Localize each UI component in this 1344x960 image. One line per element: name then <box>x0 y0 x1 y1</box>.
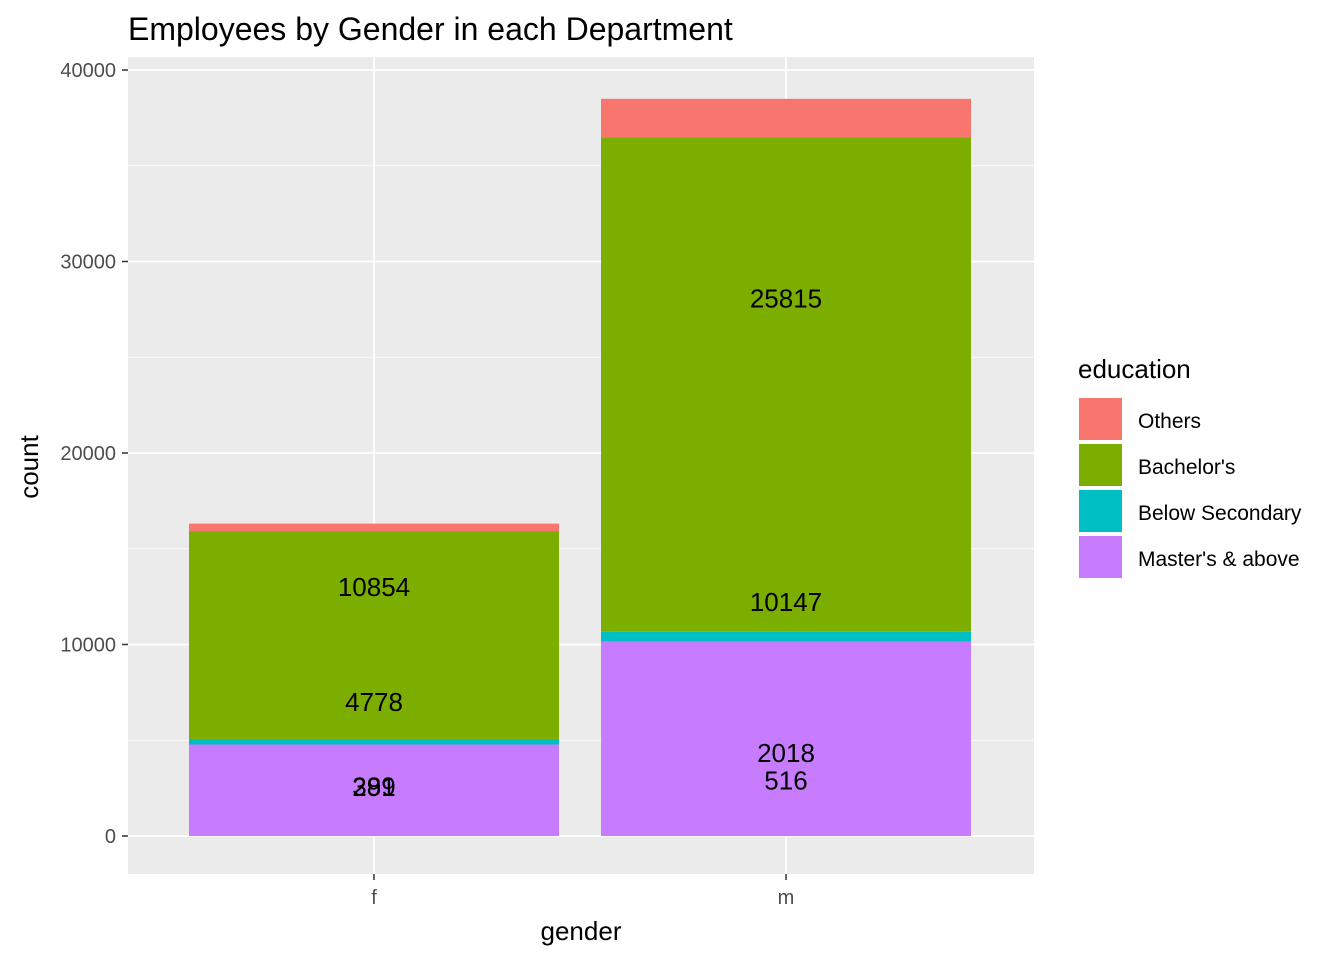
y-tick-label: 30000 <box>60 252 116 274</box>
legend-title: education <box>1078 354 1191 384</box>
y-tick-label: 20000 <box>60 443 116 465</box>
data-label: 4778 <box>345 687 403 717</box>
chart-title: Employees by Gender in each Department <box>128 11 733 47</box>
legend: education Others Bachelor's Below Secondar… <box>1078 354 1302 578</box>
bar-segment <box>189 531 559 739</box>
legend-swatch <box>1079 398 1122 440</box>
x-tick-label: m <box>778 887 795 909</box>
data-label: 516 <box>764 766 807 796</box>
legend-label: Master's & above <box>1138 548 1300 571</box>
data-label: 2018 <box>757 738 815 768</box>
data-label: 389 <box>352 771 395 801</box>
data-label: 10147 <box>750 587 822 617</box>
y-axis-title: count <box>14 434 44 498</box>
legend-swatch <box>1079 444 1122 486</box>
x-axis-title: gender <box>541 916 622 946</box>
bar-segment <box>189 744 559 836</box>
x-tick-label: f <box>371 887 377 909</box>
data-label: 291 <box>352 772 395 802</box>
legend-label: Below Secondary <box>1138 502 1302 525</box>
legend-swatch <box>1079 490 1122 532</box>
y-tick-label: 0 <box>105 826 116 848</box>
bar-segment <box>601 641 971 836</box>
bar-segment <box>189 523 559 532</box>
y-tick-label: 40000 <box>60 60 116 82</box>
legend-label: Others <box>1138 410 1201 433</box>
data-label: 25815 <box>750 283 822 313</box>
legend-swatch <box>1079 536 1122 578</box>
bar-segment <box>601 137 971 632</box>
data-label: 10854 <box>338 572 410 602</box>
y-tick-label: 10000 <box>60 635 116 657</box>
bar-segment <box>601 98 971 138</box>
bars <box>189 98 971 836</box>
legend-label: Bachelor's <box>1138 456 1235 479</box>
axes: 0 10000 20000 30000 40000 f m <box>60 60 794 909</box>
bar-segment <box>601 631 971 642</box>
bar-segment <box>189 738 559 745</box>
